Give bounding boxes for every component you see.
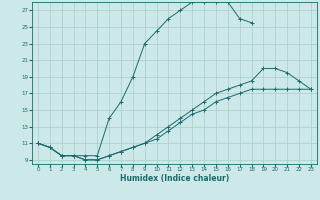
X-axis label: Humidex (Indice chaleur): Humidex (Indice chaleur) — [120, 174, 229, 183]
